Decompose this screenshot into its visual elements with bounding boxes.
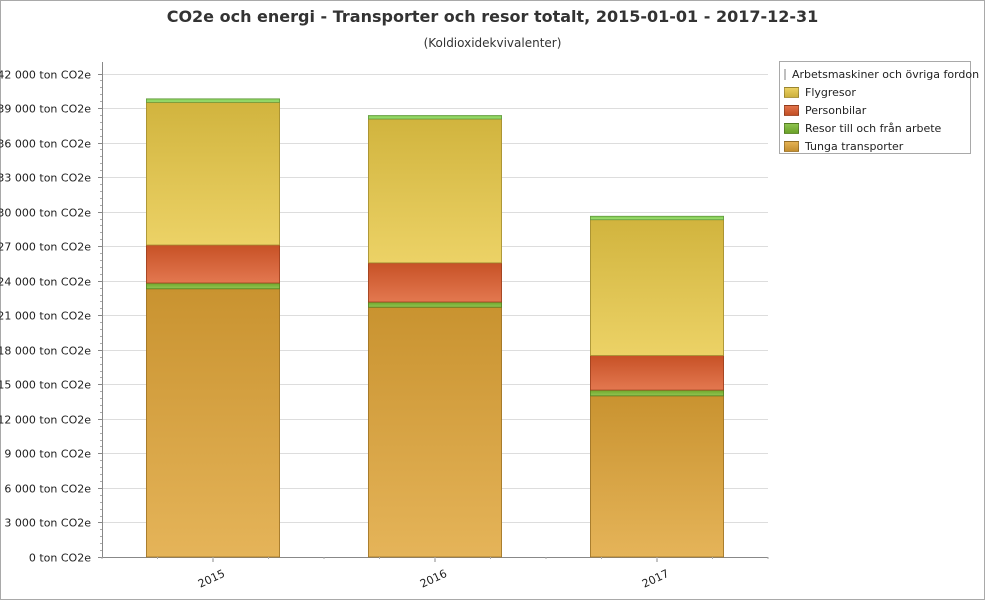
bar-segment <box>590 215 725 221</box>
legend-label: Tunga transporter <box>805 139 904 153</box>
legend-label: Personbilar <box>805 103 867 117</box>
bar-segment <box>590 219 725 356</box>
y-tick-label: 24 000 ton CO2e <box>0 276 91 289</box>
bar-segment <box>145 244 280 284</box>
y-tick-label: 0 ton CO2e <box>29 552 91 565</box>
y-tick-label: 12 000 ton CO2e <box>0 414 91 427</box>
y-tick-label: 30 000 ton CO2e <box>0 207 91 220</box>
bar-segment <box>367 301 502 308</box>
y-tick-label: 6 000 ton CO2e <box>4 483 91 496</box>
bar-segment <box>590 395 725 558</box>
legend-item: Personbilar <box>780 101 970 119</box>
y-tick-label: 3 000 ton CO2e <box>4 517 91 530</box>
y-tick-label: 36 000 ton CO2e <box>0 138 91 151</box>
legend-label: Resor till och från arbete <box>805 121 942 135</box>
y-tick-label: 27 000 ton CO2e <box>0 241 91 254</box>
y-tick-label: 33 000 ton CO2e <box>0 172 91 185</box>
legend-swatch <box>784 68 786 80</box>
x-tick-label: 2017 <box>640 567 671 591</box>
legend-swatch <box>784 122 799 134</box>
legend-swatch <box>784 104 799 116</box>
y-tick-label: 39 000 ton CO2e <box>0 103 91 116</box>
bar-segment <box>590 389 725 397</box>
bar-segment <box>367 262 502 303</box>
legend-swatch <box>784 86 799 98</box>
y-tick-label: 42 000 ton CO2e <box>0 69 91 82</box>
x-tick-label: 2015 <box>196 567 227 591</box>
bar-segment <box>145 282 280 290</box>
legend-label: Arbetsmaskiner och övriga fordon <box>792 67 980 81</box>
chart-title: CO2e och energi - Transporter och resor … <box>166 7 819 26</box>
bar-segment <box>145 101 280 246</box>
legend-item: Resor till och från arbete <box>780 119 970 137</box>
bar-segment <box>590 355 725 391</box>
legend-item: Flygresor <box>780 83 970 101</box>
x-tick-label: 2016 <box>418 567 449 591</box>
legend-item: Arbetsmaskiner och övriga fordon <box>780 65 979 83</box>
y-tick-label: 15 000 ton CO2e <box>0 379 91 392</box>
y-tick-label: 18 000 ton CO2e <box>0 345 91 358</box>
bar-segment <box>367 118 502 264</box>
legend-swatch <box>784 140 799 152</box>
chart-legend: Arbetsmaskiner och övriga fordon Flygreso… <box>779 61 979 155</box>
bar-segment <box>367 115 502 120</box>
bar-segment <box>145 288 280 558</box>
legend-item: Tunga transporter <box>780 137 970 155</box>
chart-subtitle: (Koldioxidekvivalenter) <box>423 36 562 50</box>
bar-segment <box>367 306 502 558</box>
bar-segment <box>145 98 280 103</box>
legend-label: Flygresor <box>805 85 856 99</box>
y-tick-label: 21 000 ton CO2e <box>0 310 91 323</box>
y-tick-label: 9 000 ton CO2e <box>4 448 91 461</box>
